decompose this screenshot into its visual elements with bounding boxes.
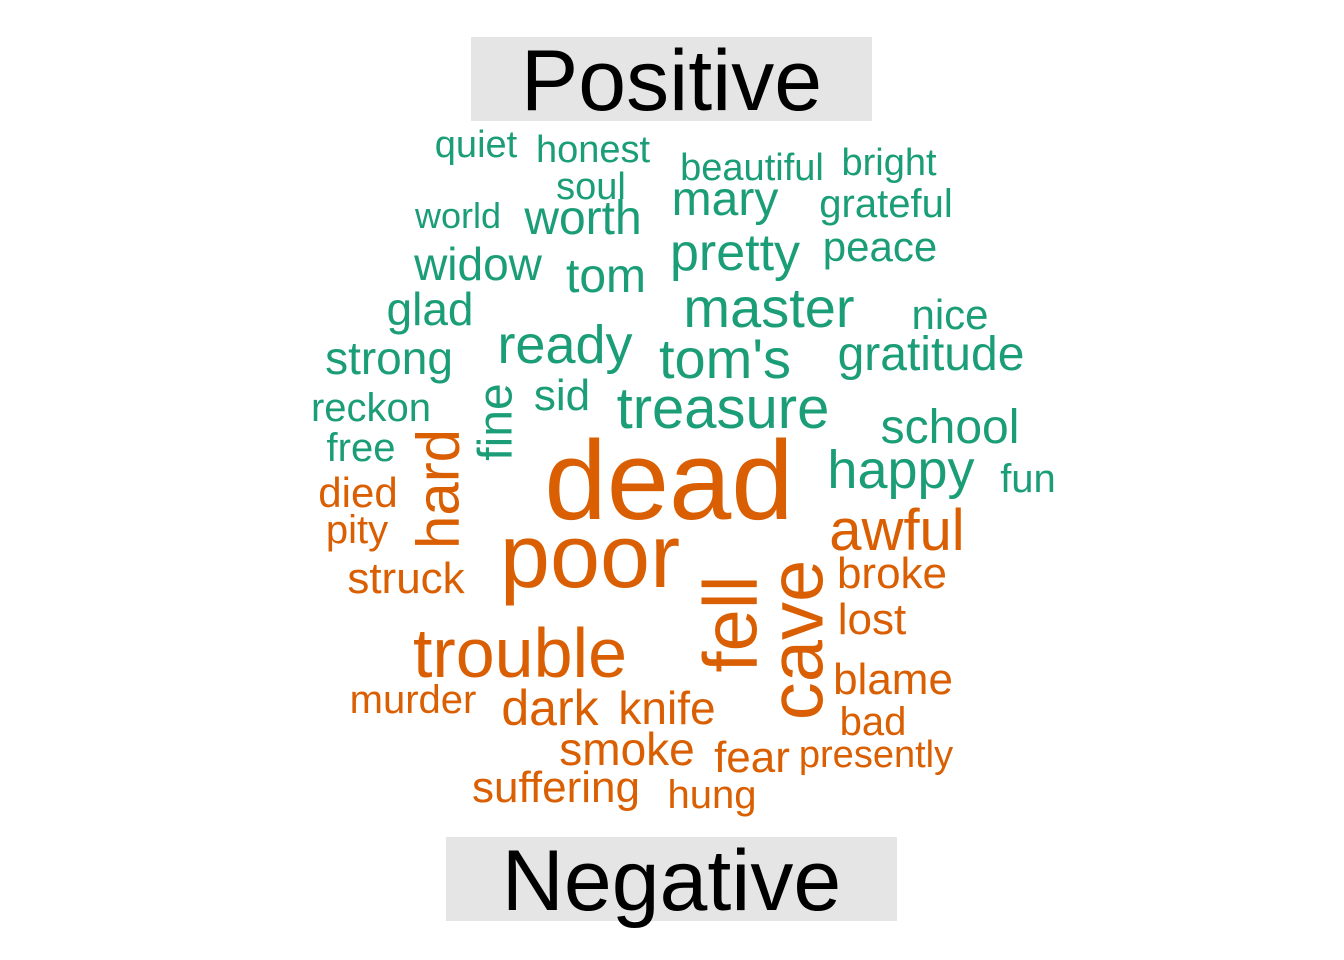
word-positive-soul: soul	[556, 166, 626, 208]
word-negative-murder: murder	[350, 678, 477, 722]
word-positive-happy: happy	[827, 440, 974, 500]
word-positive-school: school	[881, 401, 1020, 454]
positive-group-label: Positive	[471, 37, 872, 125]
word-negative-died: died	[318, 469, 397, 516]
word-positive-mary: mary	[672, 173, 779, 226]
word-positive-grateful: grateful	[819, 182, 952, 226]
word-positive-ready: ready	[497, 315, 632, 375]
word-negative-blame: blame	[833, 655, 953, 704]
word-negative-pity: pity	[326, 508, 388, 552]
word-negative-hard: hard	[405, 429, 472, 549]
word-negative-cave: cave	[755, 560, 840, 721]
word-positive-fine: fine	[470, 383, 523, 460]
word-negative-trouble: trouble	[413, 614, 627, 692]
word-negative-hung: hung	[668, 773, 757, 817]
word-positive-free: free	[327, 426, 396, 470]
word-negative-lost: lost	[838, 595, 906, 644]
word-negative-dead: dead	[544, 418, 793, 543]
word-negative-poor: poor	[500, 507, 680, 607]
word-positive-widow: widow	[413, 238, 543, 290]
word-positive-bright: bright	[841, 142, 936, 184]
word-negative-fell: fell	[689, 575, 774, 672]
word-positive-honest: honest	[536, 129, 651, 171]
word-positive-peace: peace	[823, 223, 937, 270]
word-positive-strong: strong	[325, 332, 453, 384]
word-positive-gratitude: gratitude	[838, 328, 1025, 381]
word-positive-pretty: pretty	[670, 224, 800, 282]
word-positive-glad: glad	[387, 283, 474, 335]
word-positive-world: world	[414, 195, 501, 236]
word-positive-beautiful: beautiful	[680, 147, 824, 189]
word-negative-smoke: smoke	[559, 723, 694, 775]
word-negative-fear: fear	[714, 733, 790, 782]
word-negative-awful: awful	[829, 498, 964, 563]
word-negative-broke: broke	[837, 549, 947, 598]
word-positive-worth: worth	[523, 192, 641, 245]
word-positive-sid: sid	[534, 371, 590, 420]
negative-group-label: Negative	[446, 837, 897, 925]
word-positive-tom: tom	[566, 250, 646, 303]
word-positive-reckon: reckon	[311, 386, 431, 430]
word-negative-struck: struck	[347, 554, 465, 603]
word-positive-quiet: quiet	[435, 124, 518, 166]
word-negative-presently: presently	[799, 734, 953, 776]
word-negative-suffering: suffering	[472, 763, 640, 812]
word-negative-bad: bad	[840, 700, 907, 744]
word-positive-treasure: treasure	[617, 376, 830, 441]
word-positive-fun: fun	[1000, 457, 1056, 501]
word-negative-dark: dark	[501, 680, 599, 736]
word-positive-nice: nice	[911, 291, 988, 338]
word-positive-toms: tom's	[659, 327, 791, 390]
word-positive-master: master	[683, 276, 854, 339]
word-negative-knife: knife	[618, 682, 715, 734]
